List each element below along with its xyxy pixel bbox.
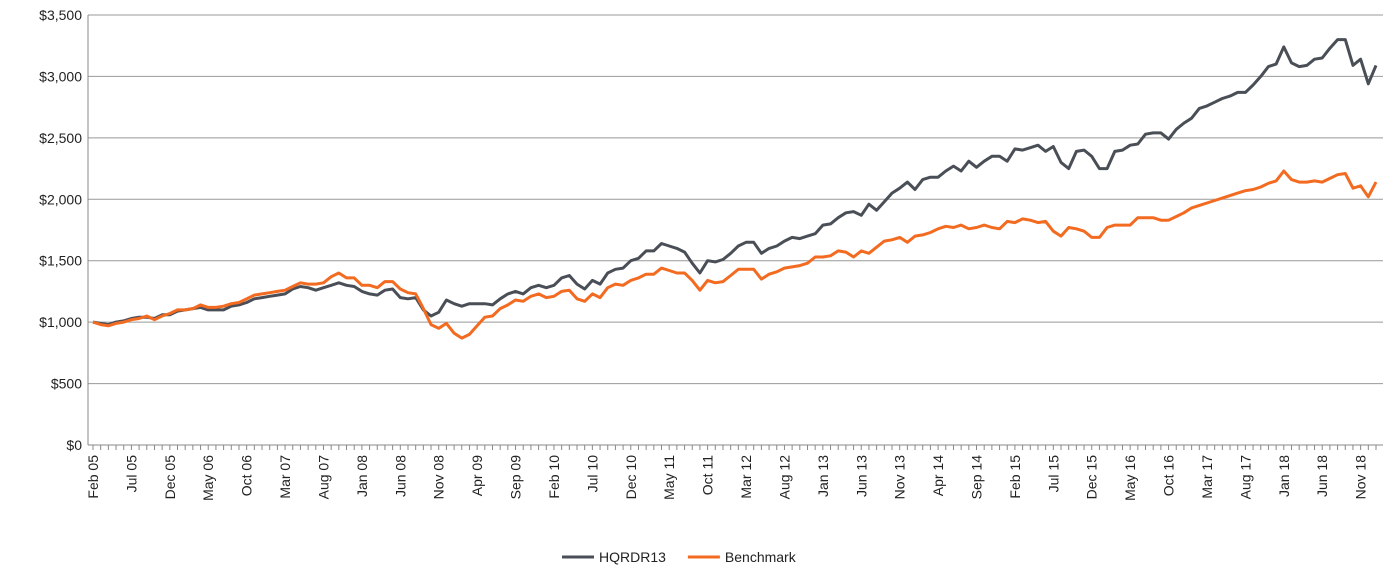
x-tick-label: Jun 13 <box>853 455 869 497</box>
x-tick-label: May 06 <box>200 455 216 501</box>
y-tick-label: $3,500 <box>39 7 82 23</box>
x-tick-label: Aug 12 <box>776 455 792 500</box>
x-tick-label: Dec 05 <box>162 455 178 500</box>
x-tick-label: Oct 11 <box>700 455 716 495</box>
legend-label: HQRDR13 <box>599 549 666 565</box>
x-tick-label: Feb 15 <box>1007 455 1023 499</box>
x-tick-label: Mar 07 <box>277 455 293 499</box>
x-tick-label: Oct 16 <box>1161 455 1177 496</box>
y-tick-label: $1,000 <box>39 314 82 330</box>
x-tick-label: Feb 10 <box>546 455 562 499</box>
x-tick-label: Jul 05 <box>123 455 139 493</box>
x-tick-label: Nov 08 <box>431 455 447 500</box>
y-tick-label: $1,500 <box>39 253 82 269</box>
x-tick-label: May 16 <box>1122 455 1138 501</box>
y-tick-label: $500 <box>51 376 82 392</box>
x-tick-label: Aug 17 <box>1237 455 1253 500</box>
x-tick-label: Jan 13 <box>815 455 831 497</box>
y-tick-label: $3,000 <box>39 68 82 84</box>
x-tick-label: Dec 10 <box>623 455 639 500</box>
x-tick-label: Mar 12 <box>738 455 754 499</box>
x-tick-label: Nov 13 <box>892 455 908 500</box>
y-tick-label: $2,000 <box>39 191 82 207</box>
x-tick-label: Apr 09 <box>469 455 485 496</box>
x-tick-label: Jul 10 <box>584 455 600 493</box>
x-tick-label: Aug 07 <box>315 455 331 500</box>
x-tick-label: Jun 18 <box>1314 455 1330 497</box>
x-tick-label: Jul 15 <box>1045 455 1061 493</box>
x-tick-label: Dec 15 <box>1084 455 1100 500</box>
x-tick-label: Jan 08 <box>354 455 370 497</box>
y-tick-label: $0 <box>66 437 82 453</box>
y-tick-label: $2,500 <box>39 130 82 146</box>
x-tick-label: May 11 <box>661 455 677 500</box>
x-tick-label: Jan 18 <box>1276 455 1292 497</box>
x-tick-label: Nov 18 <box>1353 455 1369 500</box>
x-tick-label: Jun 08 <box>392 455 408 497</box>
x-tick-label: Apr 14 <box>930 455 946 496</box>
x-tick-label: Sep 09 <box>508 455 524 500</box>
series-line <box>92 169 1378 340</box>
x-tick-label: Oct 06 <box>239 455 255 496</box>
series-line <box>92 38 1378 327</box>
x-tick-label: Sep 14 <box>969 455 985 500</box>
x-tick-label: Feb 05 <box>85 455 101 499</box>
legend-label: Benchmark <box>725 549 797 565</box>
x-tick-label: Mar 17 <box>1199 455 1215 499</box>
